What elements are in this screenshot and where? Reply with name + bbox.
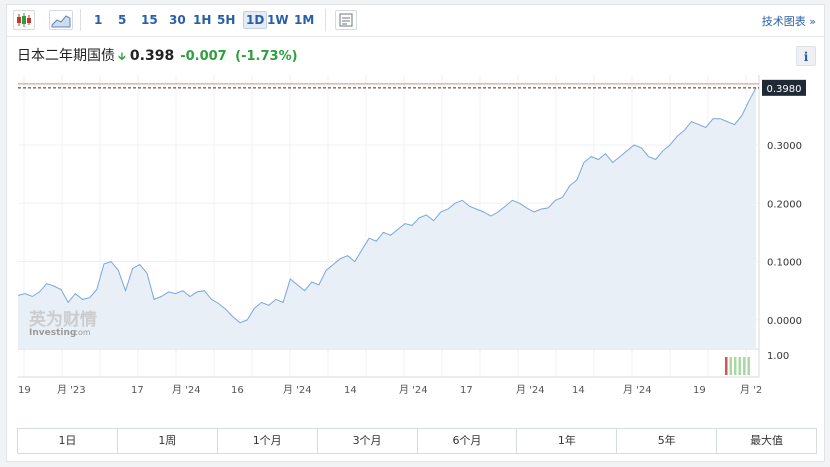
interval-1m[interactable]: 1M <box>294 13 315 27</box>
current-price-tag <box>762 79 806 96</box>
tech-chart-link[interactable]: 技术图表 » <box>761 15 816 28</box>
interval-1[interactable]: 1 <box>94 13 103 27</box>
watermark-text: Investing <box>29 328 76 338</box>
volume-bar <box>729 357 732 375</box>
range-selector: 1日 1周 1个月 3个月 6个月 1年 5年 最大值 <box>17 428 817 454</box>
price-change-percent: (-1.73%) <box>235 49 298 64</box>
x-tick-label: 月 '24 <box>623 384 652 396</box>
instrument-header: 日本二年期国债 🡳 0.398 -0.007 (-1.73%) <box>17 45 298 65</box>
y-tick-label: 0.0000 <box>767 316 802 327</box>
price-area <box>18 87 756 350</box>
y-tick-label: 0.3000 <box>767 141 802 152</box>
range-button[interactable]: 3个月 <box>318 429 418 453</box>
volume-bar <box>747 357 750 375</box>
range-button[interactable]: 5年 <box>617 429 718 453</box>
x-tick-label: 19 <box>18 385 31 396</box>
volume-bar <box>725 357 728 375</box>
instrument-name: 日本二年期国债 <box>17 48 115 64</box>
chart-settings-icon[interactable] <box>335 10 357 30</box>
interval-5h[interactable]: 5H <box>217 13 236 27</box>
y-tick-label: 0.1000 <box>767 258 802 269</box>
watermark-logo: 英为财情 <box>29 309 97 330</box>
x-tick-label: 月 '2 <box>740 384 762 396</box>
x-tick-label: 月 '24 <box>172 384 201 396</box>
interval-1d[interactable]: 1D <box>243 11 268 29</box>
x-tick-label: 19 <box>693 385 706 396</box>
interval-30[interactable]: 30 <box>169 13 186 27</box>
interval-15[interactable]: 15 <box>141 13 158 27</box>
range-button[interactable]: 1年 <box>517 429 618 453</box>
volume-bar <box>734 357 737 375</box>
watermark-suffix: .com <box>71 328 91 337</box>
x-tick-label: 月 '24 <box>399 384 428 396</box>
x-tick-label: 17 <box>131 385 144 396</box>
x-tick-label: 月 '23 <box>57 384 86 396</box>
x-tick-label: 月 '24 <box>516 384 545 396</box>
range-button[interactable]: 1个月 <box>218 429 318 453</box>
price-change: -0.007 <box>180 49 227 64</box>
current-price: 0.398 <box>129 48 175 64</box>
candlestick-icon[interactable] <box>13 10 35 30</box>
y-tick-label: 0.2000 <box>767 199 802 210</box>
interval-1w[interactable]: 1W <box>267 13 289 27</box>
interval-1h[interactable]: 1H <box>193 13 212 27</box>
volume-bar <box>738 357 741 375</box>
area-chart-icon[interactable] <box>49 10 73 30</box>
interval-5[interactable]: 5 <box>118 13 127 27</box>
info-button[interactable]: i <box>796 46 816 66</box>
x-tick-label: 17 <box>460 385 473 396</box>
volume-label: 1.00 <box>767 351 789 362</box>
chart-toolbar: 1 5 15 30 1H 5H 1D 1W 1M 技术图表 » <box>7 5 824 37</box>
x-tick-label: 14 <box>572 385 585 396</box>
x-tick-label: 14 <box>344 385 357 396</box>
range-button[interactable]: 6个月 <box>418 429 518 453</box>
chart-widget: 1 5 15 30 1H 5H 1D 1W 1M 技术图表 » 日本二年期国债 🡳 0.398 -0.… <box>6 4 825 462</box>
x-tick-label: 16 <box>231 385 244 396</box>
range-button[interactable]: 1日 <box>18 429 118 453</box>
price-line <box>17 87 757 324</box>
price-chart[interactable]: 0.3980 0.3000 0.2000 0.1000 0.0000 1.00 19 月 '2… <box>7 5 826 425</box>
range-button[interactable]: 1周 <box>118 429 218 453</box>
range-button[interactable]: 最大值 <box>750 434 784 447</box>
down-arrow-icon: 🡳 <box>118 50 126 63</box>
volume-bar <box>743 357 746 375</box>
x-tick-label: 月 '24 <box>283 384 312 396</box>
y-tick-label: 0.3980 <box>767 84 802 95</box>
